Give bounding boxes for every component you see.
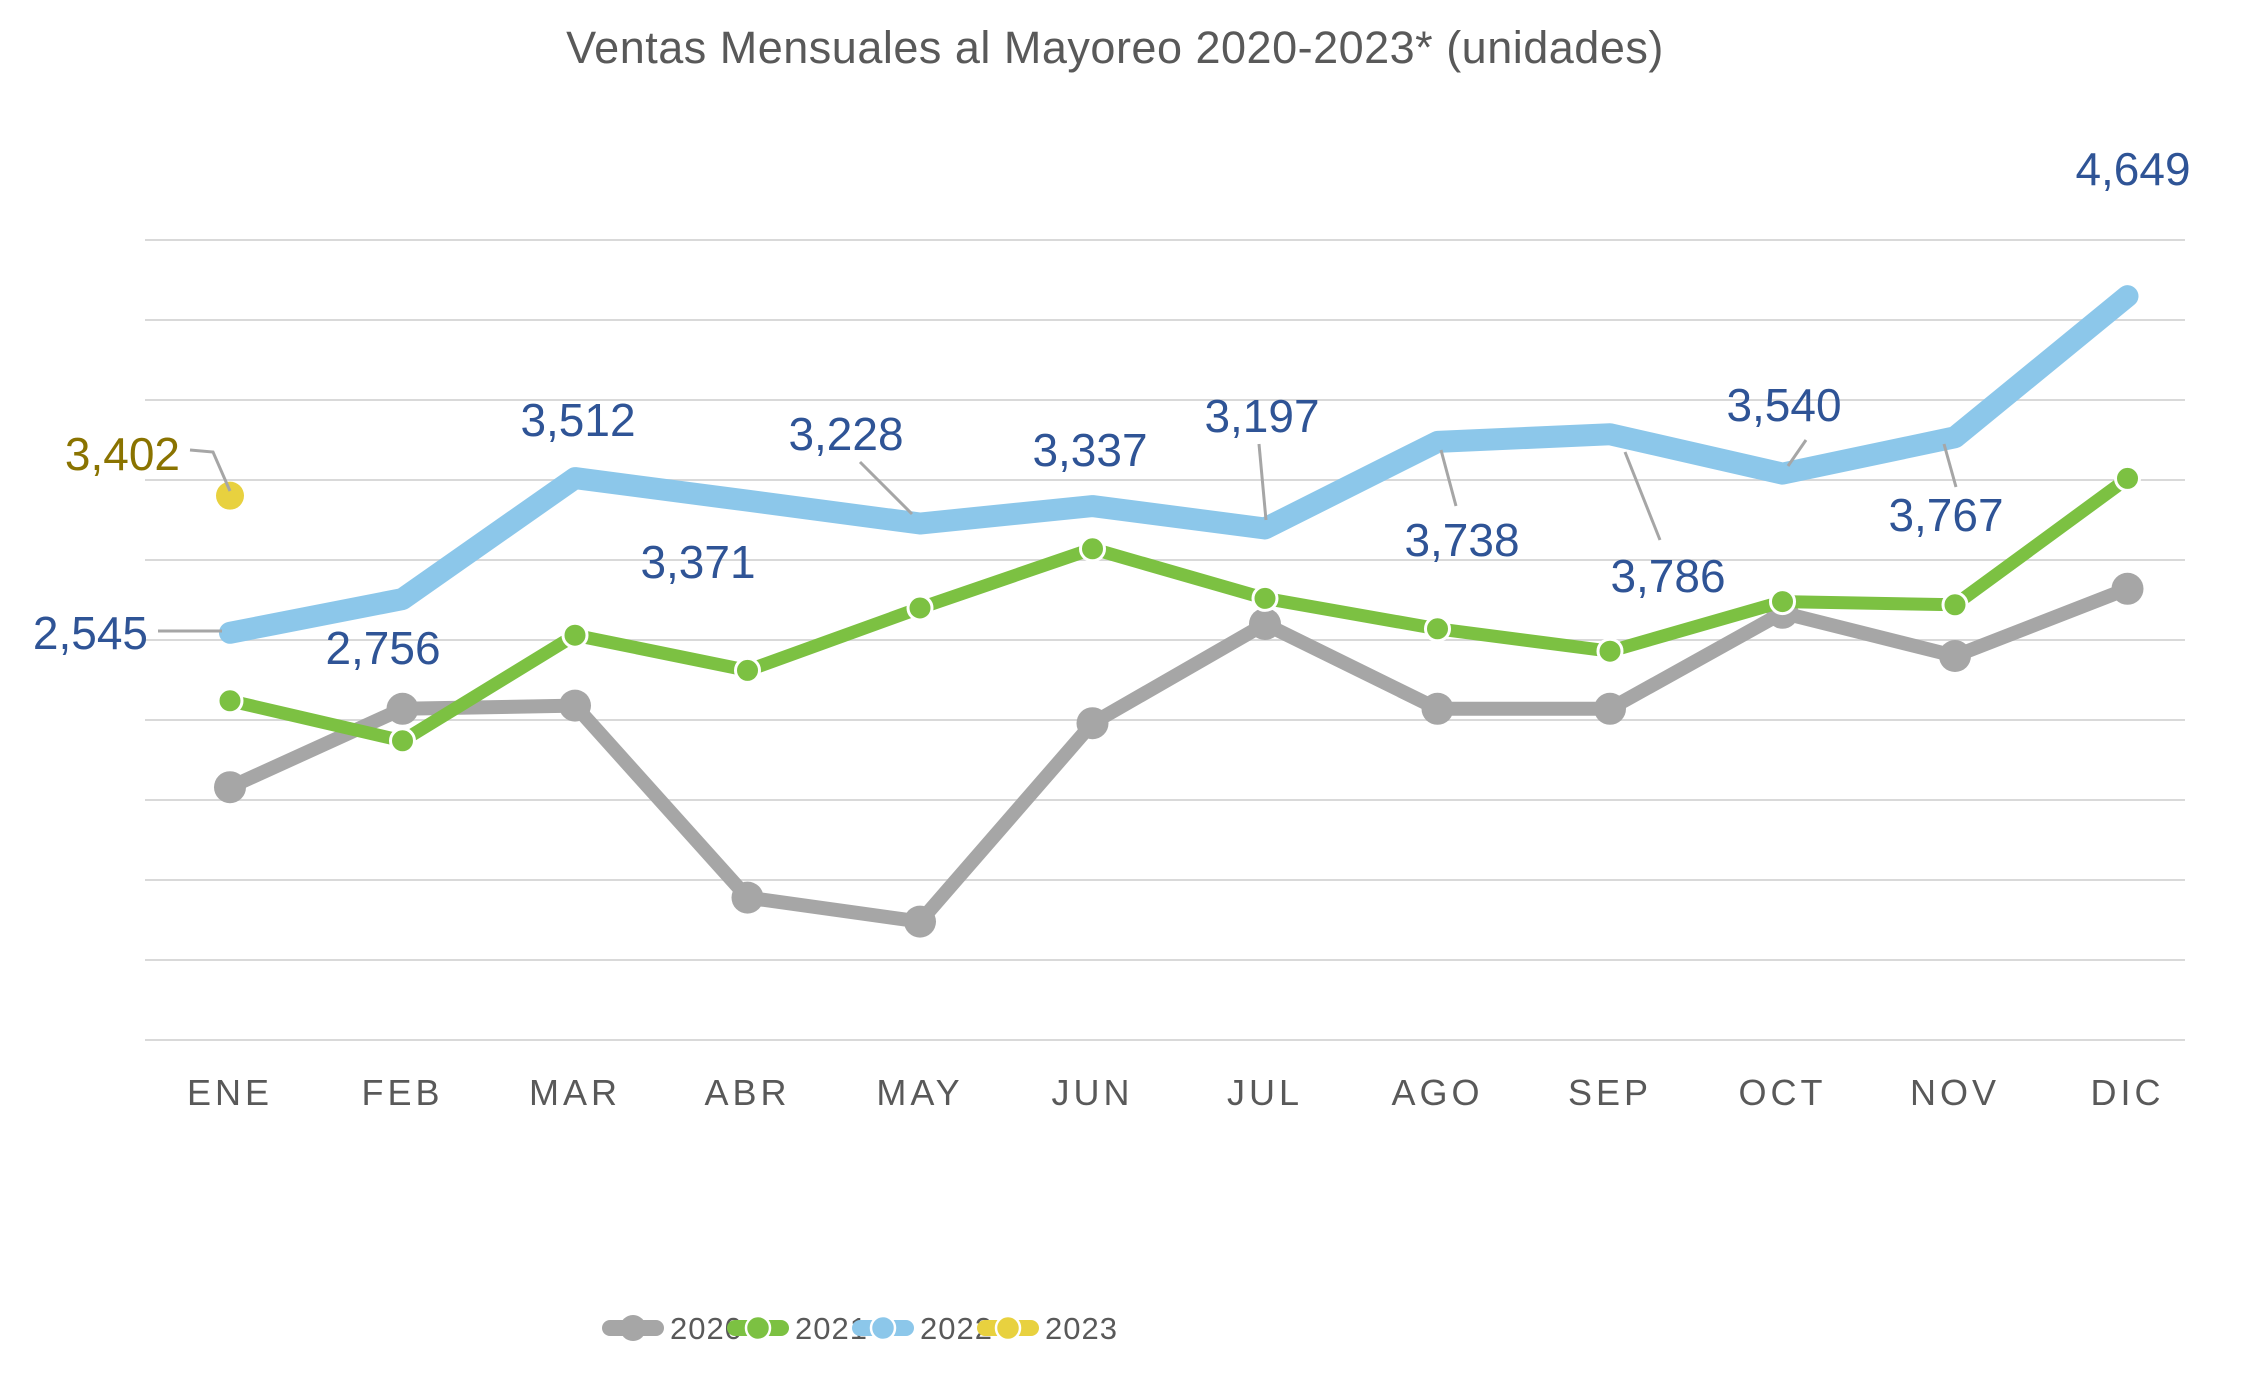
series-2023 (216, 481, 244, 510)
series-2022 (219, 285, 2139, 644)
data-label-2022-MAR: 3,512 (520, 394, 635, 446)
x-axis-label-MAR: MAR (529, 1072, 621, 1113)
data-label-2022-NOV: 3,767 (1888, 489, 2003, 541)
label-leader-lines (158, 439, 1958, 633)
data-point-2021 (2114, 464, 2141, 492)
x-axis-label-MAY: MAY (876, 1072, 963, 1113)
data-point-2021 (1596, 637, 1624, 665)
data-point-2020 (731, 881, 764, 914)
x-axis-label-NOV: NOV (1910, 1072, 2000, 1113)
legend: 2020 2021 2022 2023 (602, 1311, 1118, 1346)
legend-marker-dot-2020 (620, 1315, 646, 1341)
data-label-2022-MAY: 3,228 (788, 408, 903, 460)
x-axis-label-DIC: DIC (2091, 1072, 2165, 1113)
label-leader-2022 (1786, 439, 1808, 467)
data-point-2021 (906, 594, 934, 622)
data-label-2022-JUN: 3,337 (1032, 424, 1147, 476)
x-axis-label-JUL: JUL (1227, 1072, 1303, 1113)
label-leader-2022 (1942, 443, 1958, 488)
gridlines (145, 239, 2185, 1041)
chart-title: Ventas Mensuales al Mayoreo 2020-2023* (… (566, 22, 1664, 73)
legend-label-2023: 2023 (1045, 1311, 1118, 1346)
series-2021 (216, 464, 2141, 755)
data-point-2021 (1769, 588, 1796, 616)
x-axis-label-ENE: ENE (187, 1072, 273, 1113)
label-leader-2022 (1439, 449, 1458, 507)
data-point-2020 (1249, 608, 1281, 640)
data-point-2020 (214, 771, 246, 804)
data-point-2021 (1251, 584, 1279, 612)
data-point-2020 (2111, 572, 2144, 605)
x-axis-labels: ENE FEB MAR ABR MAY JUN JUL AGO SEP OCT NOV DIC (187, 1072, 2165, 1113)
data-point-2020 (1594, 692, 1626, 725)
legend-item-2020: 2020 (602, 1311, 742, 1346)
x-axis-label-FEB: FEB (361, 1072, 443, 1113)
x-axis-label-SEP: SEP (1568, 1072, 1652, 1113)
data-point-2020 (904, 905, 936, 938)
x-axis-label-OCT: OCT (1739, 1072, 1827, 1113)
data-point-2023 (216, 481, 244, 510)
x-axis-label-ABR: ABR (704, 1072, 790, 1113)
legend-marker-dot-2023 (994, 1314, 1022, 1342)
data-label-2022-ABR: 3,371 (640, 536, 755, 588)
data-point-2021 (1079, 535, 1106, 563)
data-point-2020 (1939, 640, 1971, 672)
label-leader-2022 (1623, 451, 1662, 541)
data-point-2020 (559, 689, 591, 722)
label-leader-2023 (189, 448, 232, 492)
legend-marker-dot-2022 (869, 1314, 897, 1342)
legend-item-2022: 2022 (852, 1311, 992, 1346)
data-label-2022-ENE: 2,545 (33, 607, 148, 659)
series-line-2021 (223, 471, 2134, 748)
data-point-2021 (216, 687, 244, 715)
legend-item-2023: 2023 (977, 1311, 1118, 1346)
data-point-2020 (1076, 707, 1109, 740)
data-point-2021 (389, 727, 416, 755)
legend-marker-dot-2021 (744, 1314, 772, 1342)
label-leader-2022 (1257, 443, 1268, 521)
series-line-2022 (219, 285, 2139, 644)
data-label-2023-ENE: 3,402 (65, 428, 180, 480)
data-label-2022-SEP: 3,786 (1610, 550, 1725, 602)
data-point-2021 (1424, 615, 1451, 643)
series-line-2020 (223, 581, 2135, 929)
data-labels: 2,545 2,756 3,512 3,371 3,228 3,337 3,197 3,738… (33, 143, 2191, 674)
data-label-2022-JUL: 3,197 (1204, 390, 1319, 442)
data-label-2022-OCT: 3,540 (1726, 379, 1841, 431)
x-axis-label-AGO: AGO (1391, 1072, 1483, 1113)
data-label-2022-AGO: 3,738 (1404, 514, 1519, 566)
data-point-2021 (1941, 591, 1969, 619)
data-label-2022-DIC: 4,649 (2075, 143, 2190, 195)
series-2020 (214, 572, 2144, 938)
legend-item-2021: 2021 (727, 1311, 867, 1346)
data-label-2022-FEB: 2,756 (325, 622, 440, 674)
data-point-2021 (561, 621, 589, 649)
data-point-2021 (734, 656, 761, 684)
x-axis-label-JUN: JUN (1052, 1072, 1134, 1113)
data-point-2020 (1421, 692, 1454, 725)
data-point-2020 (386, 692, 419, 725)
label-leader-2022 (858, 460, 914, 516)
